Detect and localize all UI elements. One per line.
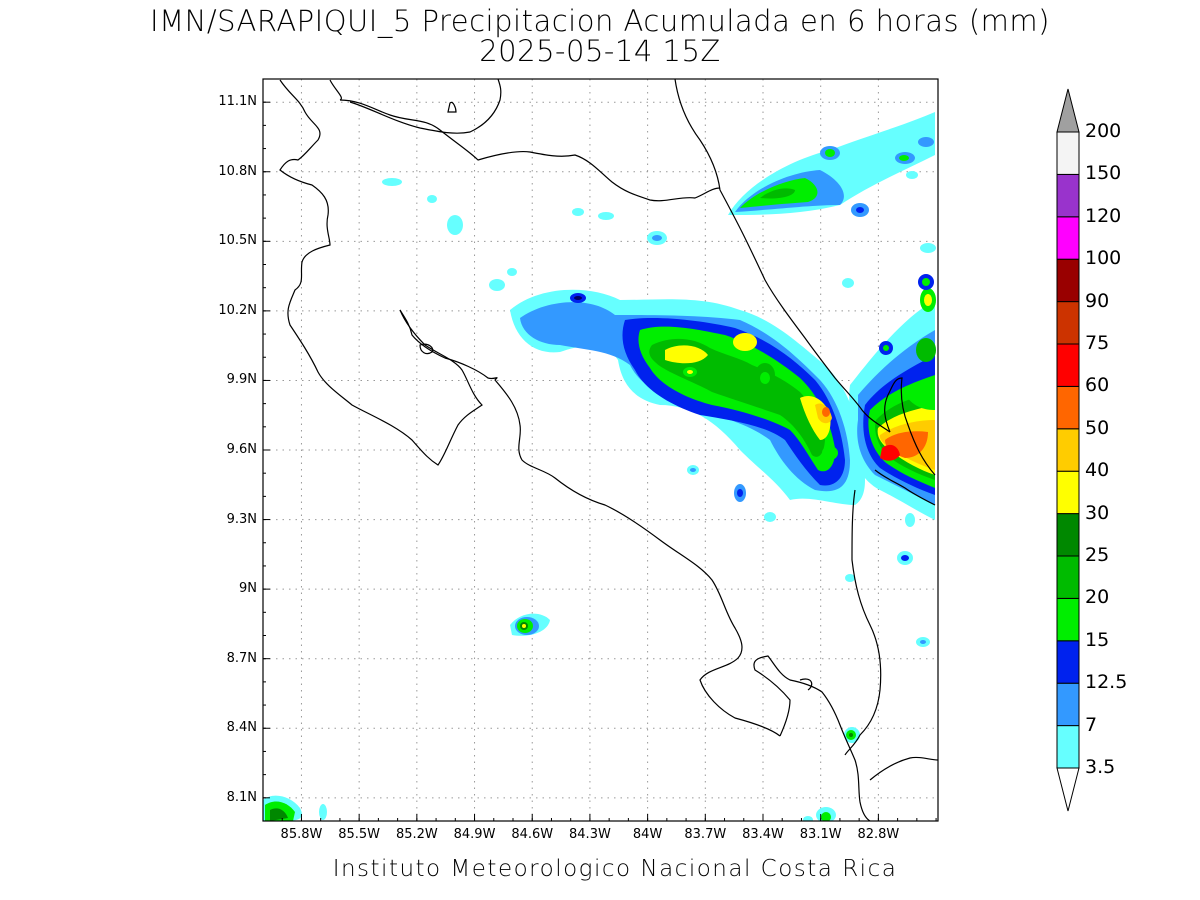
y-tick-label: 8.1N	[226, 789, 257, 805]
colorbar-swatch	[1056, 555, 1080, 599]
rain-core-east	[849, 274, 936, 520]
map-subtitle: 2025-05-14 15Z	[479, 34, 721, 68]
colorbar-swatch	[1056, 131, 1080, 175]
rain-band-northeast	[728, 112, 935, 217]
y-tick-label: 9N	[239, 581, 257, 597]
y-tick-label: 9.6N	[226, 442, 257, 457]
colorbar-level-label: 100	[1085, 247, 1122, 270]
colorbar-level-label: 7	[1085, 713, 1098, 736]
x-tick-label: 85.5W	[338, 827, 381, 842]
colorbar-swatch	[1056, 216, 1080, 260]
colorbar-swatch	[1056, 428, 1080, 472]
colorbar-level-label: 20	[1085, 586, 1110, 609]
nicaragua-coast-north	[329, 79, 502, 134]
rain-cells-north	[382, 178, 936, 291]
y-tick-label: 10.5N	[218, 233, 257, 249]
colorbar-under-arrow	[1056, 767, 1080, 812]
precipitation-field	[263, 112, 936, 821]
x-tick-label: 85.8W	[280, 827, 323, 842]
x-tick-label: 85.2W	[395, 827, 438, 842]
x-tick-label: 83.4W	[742, 827, 784, 842]
colorbar-level-label: 15	[1085, 628, 1110, 651]
footer-credit: Instituto Meteorologico Nacional Costa R…	[332, 856, 898, 882]
panama-border-south	[844, 489, 882, 756]
colorbar-level-label: 12.5	[1085, 671, 1128, 694]
colorbar-swatch	[1056, 470, 1080, 515]
y-tick-label: 10.2N	[218, 302, 257, 318]
colorbar-level-label: 150	[1085, 162, 1122, 185]
colorbar-level-label: 3.5	[1085, 756, 1116, 778]
y-tick-label: 11.1N	[218, 94, 257, 110]
colorbar-swatch	[1056, 385, 1080, 430]
colorbar-level-label: 200	[1085, 120, 1122, 142]
rain-band-central	[510, 289, 865, 505]
x-tick-label: 84.3W	[569, 827, 611, 842]
colorbar-swatch	[1056, 597, 1080, 642]
y-tick-label: 10.8N	[218, 163, 257, 179]
colorbar-swatch	[1056, 343, 1080, 387]
colorbar	[1056, 88, 1080, 812]
colorbar-level-label: 75	[1085, 332, 1110, 354]
y-tick-label: 9.3N	[226, 511, 257, 527]
x-tick-label: 84.9W	[453, 827, 496, 842]
x-tick-label: 83.7W	[684, 827, 727, 842]
rain-cells-south	[263, 465, 930, 821]
nicaragua-border	[339, 99, 721, 202]
colorbar-swatch	[1056, 258, 1080, 303]
burica-border	[874, 469, 936, 506]
x-tick-label: 82.8W	[857, 827, 900, 842]
nicoya-island	[419, 343, 434, 355]
nicoya-gulf-coast	[399, 309, 781, 737]
colorbar-over-arrow	[1056, 88, 1080, 133]
osa-peninsula	[753, 655, 871, 821]
golfo-dulce	[799, 678, 813, 691]
colorbar-level-label: 90	[1085, 289, 1110, 312]
caribbean-coast	[674, 79, 891, 433]
y-tick-label: 8.4N	[226, 720, 257, 736]
colorbar-level-label: 25	[1085, 544, 1110, 566]
colorbar-level-label: 120	[1085, 204, 1122, 227]
colorbar-swatch	[1056, 682, 1080, 727]
x-tick-label: 84.6W	[511, 827, 554, 842]
map-title: IMN/SARAPIQUI_5 Precipitacion Acumulada …	[150, 4, 1050, 38]
colorbar-swatch	[1056, 640, 1080, 684]
x-tick-label: 84W	[632, 827, 663, 842]
colorbar-level-label: 60	[1085, 374, 1110, 397]
nicaragua-islet	[447, 101, 457, 113]
y-tick-label: 8.7N	[226, 650, 257, 666]
nicaragua-lake-coast	[279, 79, 483, 466]
y-tick-label: 9.9N	[226, 372, 257, 388]
colorbar-swatch	[1056, 173, 1080, 218]
x-tick-label: 83.1W	[799, 827, 842, 842]
panama-border	[884, 377, 936, 476]
axis-ticks	[262, 78, 937, 822]
colorbar-level-label: 50	[1085, 416, 1110, 439]
colorbar-swatch	[1056, 301, 1080, 345]
panama-coast	[869, 756, 938, 781]
colorbar-swatch	[1056, 725, 1080, 769]
colorbar-level-label: 30	[1085, 501, 1110, 524]
coastline-and-borders	[279, 79, 938, 821]
colorbar-swatch	[1056, 513, 1080, 557]
colorbar-level-label: 40	[1085, 459, 1110, 482]
